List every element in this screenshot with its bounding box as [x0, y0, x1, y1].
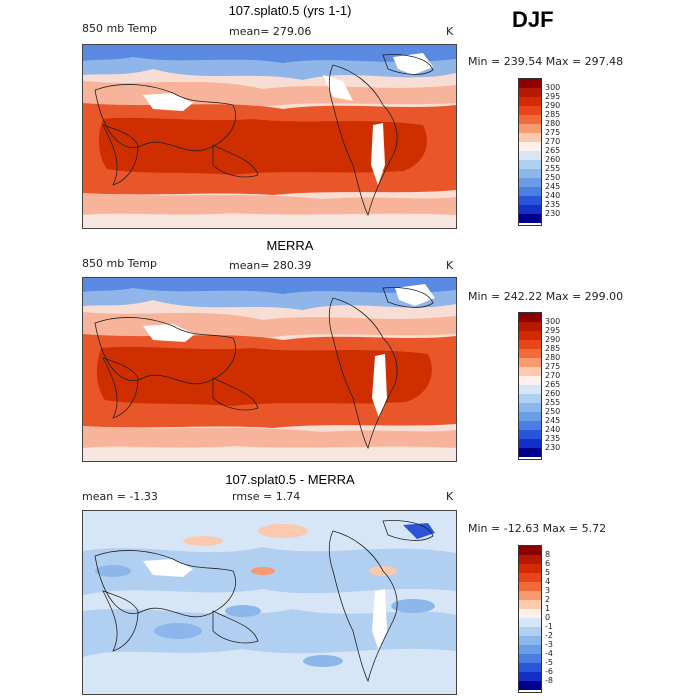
panel3-colorbar-label: 2: [545, 595, 551, 604]
panel2-colorbar-label: 250: [545, 407, 561, 416]
panel3-colorbar-label: -2: [545, 631, 553, 640]
panel3-map: [82, 510, 457, 695]
panel1-colorbar-label: 235: [545, 200, 561, 209]
panel1-colorbar-label: 250: [545, 173, 561, 182]
panel2-colorbar-label: 230: [545, 443, 561, 452]
panel1-colorbar-label: 275: [545, 128, 561, 137]
panel3-colorbar-label: 3: [545, 586, 551, 595]
panel2-range-label: Min = 242.22 Max = 299.00: [468, 290, 624, 303]
panel1-units-label: K: [446, 25, 454, 38]
panel1-colorbar-label: 240: [545, 191, 561, 200]
panel2-colorbar-label: 235: [545, 434, 561, 443]
panel1-colorbar-label: 230: [545, 209, 561, 218]
panel3-colorbar-label: 8: [545, 550, 551, 559]
panel2-map: [82, 277, 457, 462]
panel2-colorbar-swatches: [518, 312, 542, 460]
season-label: DJF: [512, 7, 554, 32]
panel1-title: 107.splat0.5 (yrs 1-1): [228, 3, 352, 18]
panel2-variable-label: 850 mb Temp: [82, 257, 158, 270]
panel2-mean-label: mean= 280.39: [229, 259, 312, 272]
panel3-colorbar-label: -4: [545, 649, 553, 658]
panel1-colorbar-label: 265: [545, 146, 561, 155]
panel2-units-label: K: [446, 259, 454, 272]
panel3-colorbar-label: 1: [545, 604, 551, 613]
panel1-colorbar-label: 280: [545, 119, 561, 128]
panel2-colorbar-label: 295: [545, 326, 561, 335]
panel3-colorbar-label: 6: [545, 559, 551, 568]
panel2-colorbar-label: 270: [545, 371, 561, 380]
panel3-colorbar-label: -6: [545, 667, 553, 676]
panel3-colorbar-label: -3: [545, 640, 553, 649]
panel3-rmse-label: rmse = 1.74: [232, 490, 301, 503]
panel1-colorbar-label: 295: [545, 92, 561, 101]
panel1-variable-label: 850 mb Temp: [82, 22, 158, 35]
panel2-colorbar-label: 275: [545, 362, 561, 371]
panel3-colorbar-label: -1: [545, 622, 553, 631]
panel1-colorbar-label: 245: [545, 182, 561, 191]
panel2-colorbar-label: 240: [545, 425, 561, 434]
panel3-colorbar-label: -8: [545, 676, 553, 685]
panel1-colorbar-label: 260: [545, 155, 561, 164]
panel1-colorbar-label: 270: [545, 137, 561, 146]
panel2-colorbar-label: 245: [545, 416, 561, 425]
panel2-title: MERRA: [266, 238, 314, 253]
panel2-colorbar-label: 285: [545, 344, 561, 353]
panel2-colorbar-label: 290: [545, 335, 561, 344]
panel3-units-label: K: [446, 490, 454, 503]
panel3-colorbar-label: -5: [545, 658, 553, 667]
panel2-colorbar-label: 265: [545, 380, 561, 389]
panel3-colorbar-label: 4: [545, 577, 551, 586]
panel2-colorbar-label: 280: [545, 353, 561, 362]
panel1-mean-label: mean= 279.06: [229, 25, 312, 38]
panel2-colorbar-label: 255: [545, 398, 561, 407]
panel3-colorbar-swatches: [518, 545, 542, 693]
panel1-range-label: Min = 239.54 Max = 297.48: [468, 55, 624, 68]
panel3-mean-label: mean = -1.33: [82, 490, 158, 503]
panel3-range-label: Min = -12.63 Max = 5.72: [468, 522, 607, 535]
panel2-colorbar-label: 300: [545, 317, 561, 326]
panel3-colorbar-label: 0: [545, 613, 551, 622]
panel1-colorbar-label: 300: [545, 83, 561, 92]
panel1-colorbar-swatches: [518, 78, 542, 226]
panel3-title: 107.splat0.5 - MERRA: [225, 472, 355, 487]
panel3-colorbar-label: 5: [545, 568, 551, 577]
panel1-colorbar-label: 290: [545, 101, 561, 110]
panel2-colorbar-label: 260: [545, 389, 561, 398]
panel1-colorbar-label: 285: [545, 110, 561, 119]
panel1-map: [82, 44, 457, 229]
panel1-colorbar-label: 255: [545, 164, 561, 173]
